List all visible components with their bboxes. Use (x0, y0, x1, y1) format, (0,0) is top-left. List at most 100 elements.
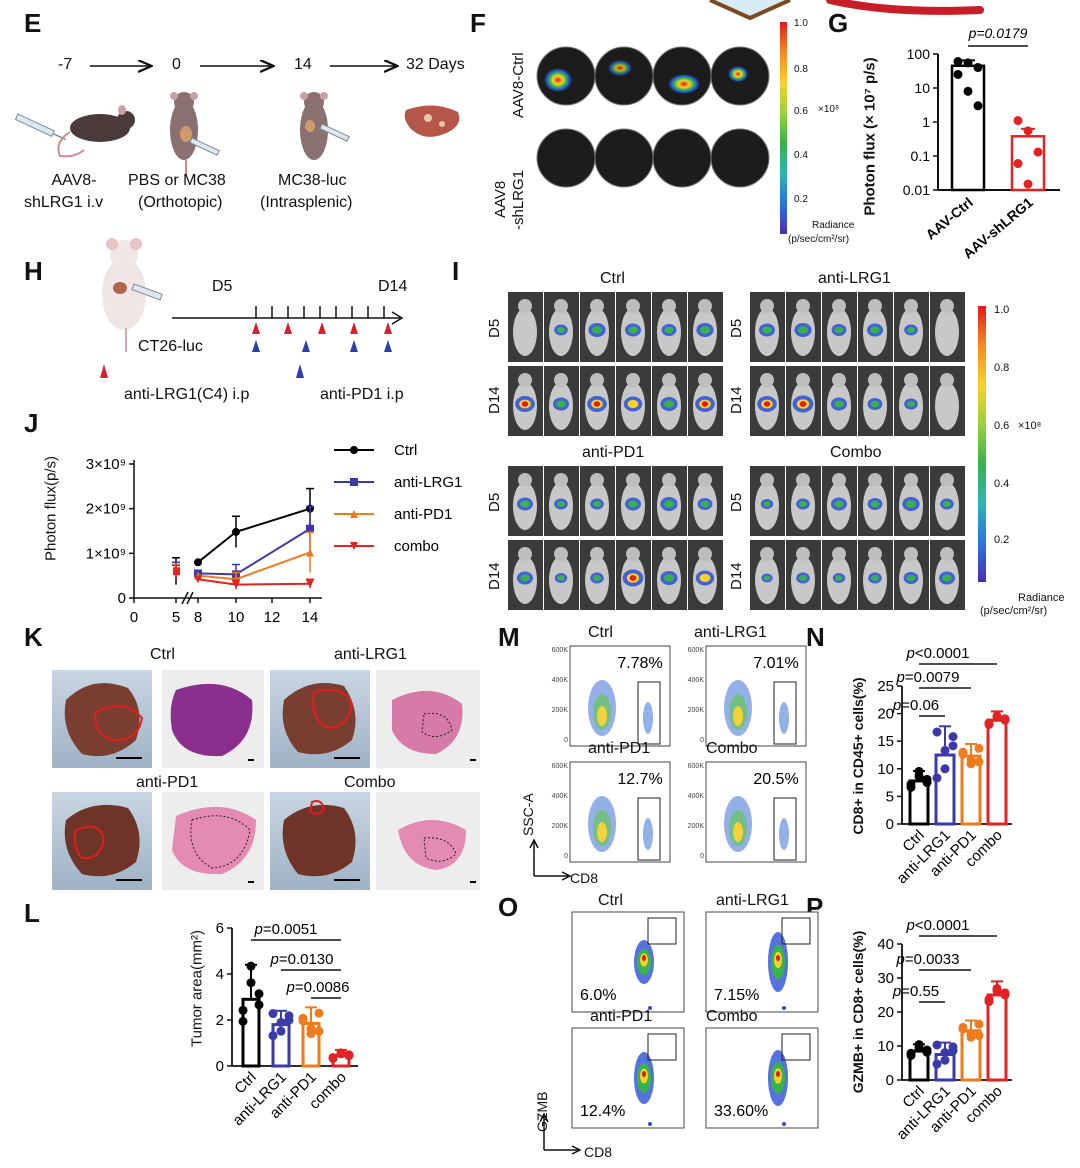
mouse-head (904, 473, 918, 487)
j-legend-label: combo (394, 538, 439, 555)
j-axis-break (186, 591, 194, 605)
panel-label-g: G (828, 8, 849, 38)
p-data-point (940, 1055, 950, 1065)
j-legend-label: anti-PD1 (394, 506, 452, 523)
g-data-point (953, 69, 963, 79)
m-plot-title: Ctrl (588, 624, 613, 641)
mouse-head (760, 473, 774, 487)
m-y-tick-label: 200K (688, 707, 705, 714)
mouse-image-block (508, 292, 723, 436)
j-x-tick-label: 8 (194, 609, 202, 626)
p-data-point (914, 1043, 924, 1053)
j-series-line (197, 578, 311, 586)
signal-mid (699, 326, 711, 334)
l-data-point (306, 1024, 316, 1034)
chart-p: 403020100Ctrlanti-LRG1anti-PD1combop<0.0… (877, 917, 1012, 1143)
m-density-core (733, 822, 743, 842)
o-plot-title: anti-LRG1 (716, 892, 789, 909)
n-pvalue: p=0.0079 (896, 669, 960, 686)
signal-mid (556, 400, 566, 408)
mouse-head (760, 373, 774, 387)
m-density-cd8 (779, 702, 789, 734)
o-density-peak (776, 955, 780, 961)
scale-tick: 0.6 (994, 420, 1010, 432)
g-bar (950, 64, 986, 192)
mouse-head (940, 473, 954, 487)
l-data-point (268, 1009, 278, 1019)
j-y-tick-label: 0 (118, 590, 126, 607)
n-data-point (932, 773, 942, 783)
m-y-tick-label: 200K (552, 823, 569, 830)
j-legend-marker (350, 446, 358, 454)
mouse-head (518, 473, 532, 487)
signal-mid (628, 500, 638, 508)
p-pvalue: p=0.0033 (896, 951, 960, 968)
o-flow-plot: 12.4% (571, 1027, 685, 1129)
cell-line: CT26-luc (138, 338, 203, 355)
n-data-point (948, 732, 958, 742)
signal-mid (627, 399, 639, 409)
p-data-point (958, 1024, 968, 1034)
scale-tick: 0.4 (794, 150, 808, 161)
p-data-point (932, 1059, 942, 1069)
mouse-head (904, 373, 918, 387)
n-y-tick-label: 5 (886, 788, 894, 805)
i-group-anti-lrg1: anti-LRG1 (818, 270, 891, 287)
n-data-point (906, 779, 916, 789)
m-density-core (597, 706, 607, 726)
mouse-head (760, 299, 774, 313)
mouse-head (698, 547, 712, 561)
mouse-illustrations (14, 92, 460, 176)
signal-mid (905, 500, 917, 508)
n-pvalue: p=0.06 (892, 697, 939, 714)
signal-mid (592, 501, 602, 507)
m-gate-percent: 12.7% (617, 771, 662, 788)
k-group-combo: Combo (344, 774, 396, 791)
mouse-head (868, 299, 882, 313)
l-pvalue: p=0.0130 (270, 951, 334, 968)
m-gate-percent: 7.01% (753, 655, 798, 672)
mouse-head (760, 547, 774, 561)
mouse-image-block (750, 292, 965, 436)
signal-mid (870, 326, 880, 334)
radiance-colorbar (780, 22, 787, 234)
j-ylabel: Photon flux(p/s) (42, 455, 60, 562)
radiance-label: Radiance (1018, 592, 1065, 604)
row-label-shlrg1: -shLRG1 (510, 169, 527, 230)
l-data-point (336, 1049, 346, 1059)
signal-mid (942, 574, 952, 582)
timeline-day-1: -7 (58, 56, 73, 73)
o-flow-plot: 33.60% (705, 1027, 819, 1129)
signal-mid (628, 326, 638, 334)
m-density-cd8 (779, 818, 789, 850)
signal-core (629, 575, 637, 581)
o-gate-percent: 12.4% (580, 1103, 625, 1120)
signal-mid (699, 573, 711, 583)
mouse-head (796, 373, 810, 387)
j-point (194, 575, 202, 584)
g-pvalue: p=0.0179 (968, 25, 1028, 41)
i-row-d14: D14 (486, 386, 503, 414)
o-gate-percent: 6.0% (580, 987, 616, 1004)
signal-mid (834, 400, 844, 408)
j-series-line (197, 551, 311, 581)
imaging-plates (536, 46, 770, 188)
m-y-tick-label: 0 (564, 853, 568, 860)
l-data-point (276, 1026, 286, 1036)
o-density-dot (782, 1006, 786, 1010)
m-plot-title: Combo (706, 740, 758, 757)
o-plot-frame (571, 911, 685, 1013)
l-data-point (298, 1016, 308, 1026)
mouse-body (513, 308, 537, 356)
o-density-peak (642, 955, 646, 961)
o-gate (781, 917, 811, 945)
i-row-d5: D5 (486, 318, 503, 338)
l-data-point (254, 1000, 264, 1010)
i-row-d5: D5 (486, 492, 503, 512)
scale-unit: ×10⁸ (818, 104, 840, 115)
timeline-day-4: 32 Days (406, 56, 465, 73)
n-data-point (914, 771, 924, 781)
i-group-combo: Combo (830, 444, 882, 461)
signal-mid (870, 575, 880, 581)
j-legend-label: anti-LRG1 (394, 474, 462, 491)
